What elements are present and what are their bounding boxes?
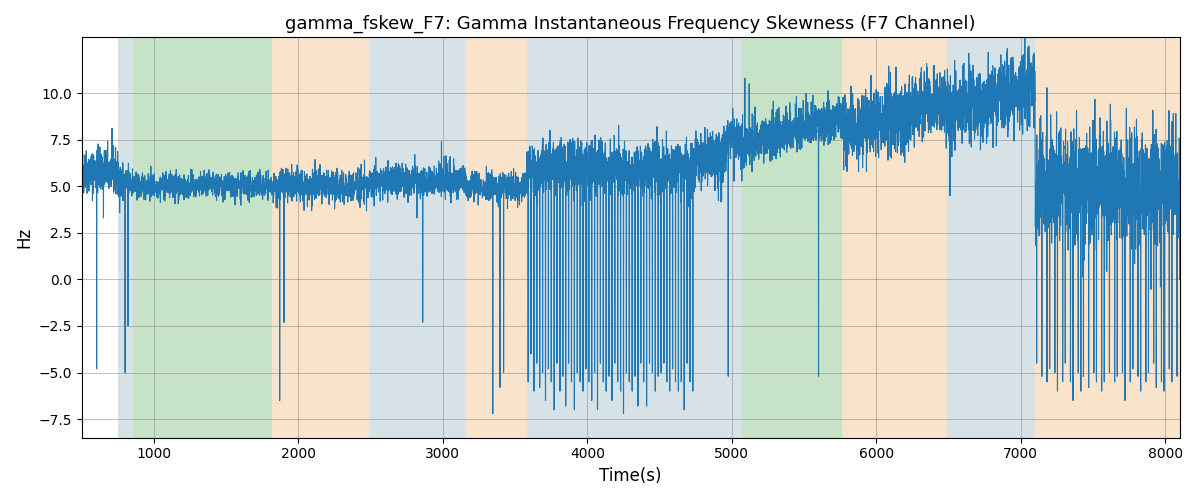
Bar: [466, 38, 527, 438]
Y-axis label: Hz: Hz: [14, 227, 34, 248]
Title: gamma_fskew_F7: Gamma Instantaneous Frequency Skewness (F7 Channel): gamma_fskew_F7: Gamma Instantaneous Freq…: [286, 15, 976, 34]
Bar: [947, 38, 1036, 438]
Bar: [133, 38, 272, 438]
Bar: [841, 38, 947, 438]
Bar: [370, 38, 466, 438]
Bar: [1036, 38, 1180, 438]
Bar: [272, 38, 370, 438]
Bar: [726, 38, 742, 438]
Bar: [742, 38, 841, 438]
Bar: [527, 38, 726, 438]
Bar: [118, 38, 133, 438]
X-axis label: Time(s): Time(s): [600, 467, 662, 485]
